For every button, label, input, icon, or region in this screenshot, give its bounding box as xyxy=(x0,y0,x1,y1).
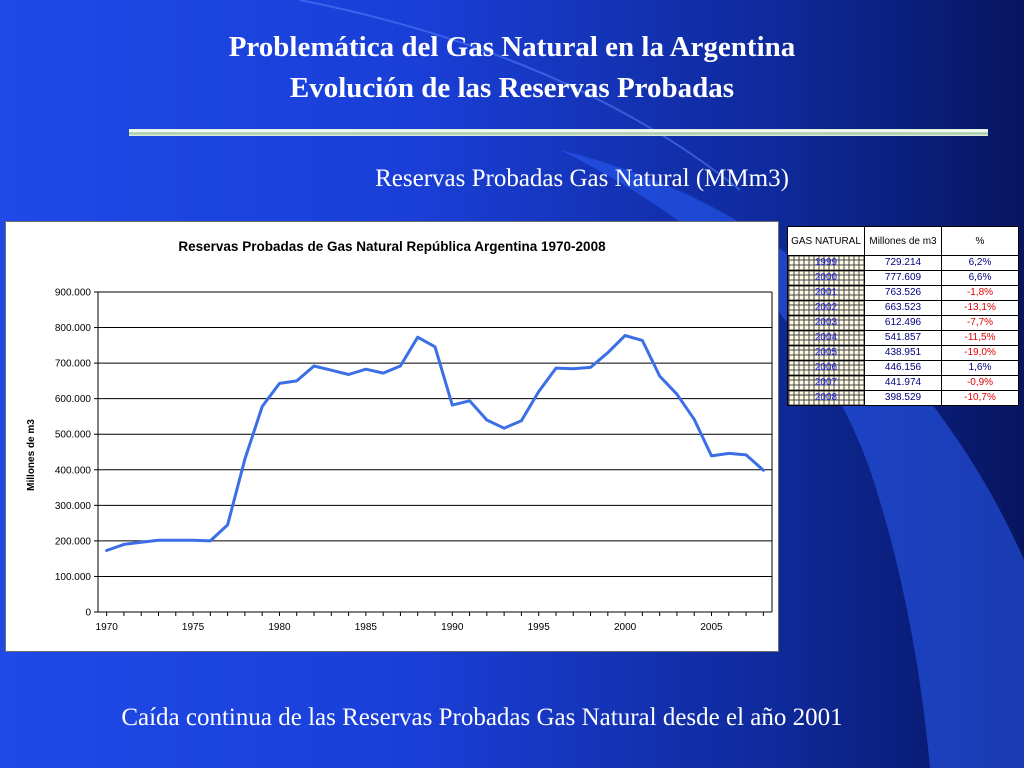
y-axis-label: Millones de m3 xyxy=(26,419,37,491)
y-tick-label: 100.000 xyxy=(55,572,92,583)
x-tick-label: 1995 xyxy=(528,622,551,633)
table-row: 2004 541.857 -11,5% xyxy=(787,330,1019,346)
y-tick-label: 500.000 xyxy=(55,430,92,441)
percent-cell: -0,9% xyxy=(941,375,1019,391)
y-tick-label: 200.000 xyxy=(55,536,92,547)
series-line xyxy=(105,334,765,552)
year-cell: 1999 xyxy=(787,255,865,271)
reserves-table: GAS NATURAL Millones de m3 % 1999 729.214… xyxy=(787,226,1019,406)
percent-cell: -7,7% xyxy=(941,315,1019,331)
x-tick-label: 1970 xyxy=(96,622,119,633)
year-cell: 2002 xyxy=(787,300,865,316)
table-row: 2005 438.951 -19,0% xyxy=(787,345,1019,361)
value-cell: 441.974 xyxy=(864,375,942,391)
percent-cell: -1,8% xyxy=(941,285,1019,301)
slide-title-line-1: Problemática del Gas Natural en la Argen… xyxy=(228,31,796,63)
percent-cell: -10,7% xyxy=(941,390,1019,406)
value-cell: 777.609 xyxy=(864,270,942,286)
y-tick-label: 900.000 xyxy=(55,288,92,299)
x-tick-label: 1990 xyxy=(441,622,464,633)
x-tick-label: 1975 xyxy=(182,622,205,633)
value-cell: 763.526 xyxy=(864,285,942,301)
table-row: 2001 763.526 -1,8% xyxy=(787,285,1019,301)
year-cell: 2000 xyxy=(787,270,865,286)
y-tick-label: 700.000 xyxy=(55,359,92,370)
x-tick-label: 2005 xyxy=(700,622,723,633)
value-cell: 729.214 xyxy=(864,255,942,271)
table-row: 2006 446.156 1,6% xyxy=(787,360,1019,376)
value-cell: 612.496 xyxy=(864,315,942,331)
y-tick-label: 0 xyxy=(85,608,91,619)
grid-lines xyxy=(98,291,772,577)
chart-panel: Reservas Probadas de Gas Natural Repúbli… xyxy=(5,221,779,652)
series-layer xyxy=(105,334,765,552)
axes xyxy=(94,291,773,616)
value-cell: 398.529 xyxy=(864,390,942,406)
table-row: 2003 612.496 -7,7% xyxy=(787,315,1019,331)
year-cell: 2005 xyxy=(787,345,865,361)
year-cell: 2003 xyxy=(787,315,865,331)
percent-cell: 6,6% xyxy=(941,270,1019,286)
y-tick-label: 800.000 xyxy=(55,323,92,334)
year-cell: 2007 xyxy=(787,375,865,391)
x-tick-label: 2000 xyxy=(614,622,637,633)
slide-title-line-2: Evolución de las Reservas Probadas xyxy=(289,72,735,104)
percent-cell: 1,6% xyxy=(941,360,1019,376)
y-tick-label: 400.000 xyxy=(55,465,92,476)
slide-subtitle: Reservas Probadas Gas Natural (MMm3) xyxy=(375,165,789,192)
year-cell: 2008 xyxy=(787,390,865,406)
table-header-row: GAS NATURAL Millones de m3 % xyxy=(787,226,1019,256)
value-cell: 541.857 xyxy=(864,330,942,346)
year-cell: 2004 xyxy=(787,330,865,346)
tick-labels: 0 100.000 200.000 300.000 400.000 500.000 600.… xyxy=(55,288,723,634)
x-tick-label: 1980 xyxy=(268,622,291,633)
percent-cell: -19,0% xyxy=(941,345,1019,361)
y-tick-label: 600.000 xyxy=(55,394,92,405)
x-tick-label: 1985 xyxy=(355,622,378,633)
year-cell: 2006 xyxy=(787,360,865,376)
value-cell: 438.951 xyxy=(864,345,942,361)
y-tick-label: 300.000 xyxy=(55,501,92,512)
percent-cell: 6,2% xyxy=(941,255,1019,271)
header-percent: % xyxy=(941,226,1019,256)
table-row: 1999 729.214 6,2% xyxy=(787,255,1019,271)
percent-cell: -13,1% xyxy=(941,300,1019,316)
year-cell: 2001 xyxy=(787,285,865,301)
value-cell: 446.156 xyxy=(864,360,942,376)
title-divider xyxy=(129,129,988,136)
slide-footer: Caída continua de las Reservas Probadas … xyxy=(121,704,843,731)
percent-cell: -11,5% xyxy=(941,330,1019,346)
table-row: 2000 777.609 6,6% xyxy=(787,270,1019,286)
table-row: 2007 441.974 -0,9% xyxy=(787,375,1019,391)
header-gas-natural: GAS NATURAL xyxy=(787,226,865,256)
table-row: 2002 663.523 -13,1% xyxy=(787,300,1019,316)
value-cell: 663.523 xyxy=(864,300,942,316)
chart-title: Reservas Probadas de Gas Natural Repúbli… xyxy=(178,239,606,254)
line-chart: Reservas Probadas de Gas Natural Repúbli… xyxy=(26,239,773,634)
header-millones: Millones de m3 xyxy=(864,226,942,256)
table-row: 2008 398.529 -10,7% xyxy=(787,390,1019,406)
